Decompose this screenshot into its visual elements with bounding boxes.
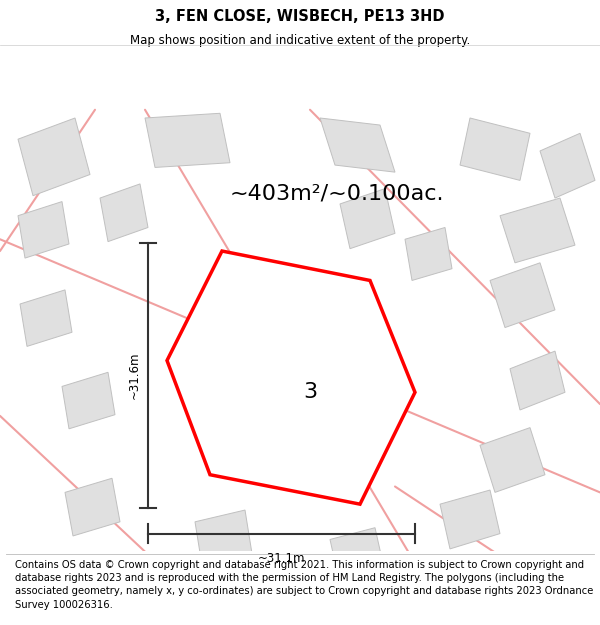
Polygon shape xyxy=(18,118,90,196)
Text: ~31.6m: ~31.6m xyxy=(128,351,140,399)
Text: ~31.1m: ~31.1m xyxy=(258,552,305,566)
Polygon shape xyxy=(540,133,595,198)
Text: 3, FEN CLOSE, WISBECH, PE13 3HD: 3, FEN CLOSE, WISBECH, PE13 3HD xyxy=(155,9,445,24)
Polygon shape xyxy=(18,202,69,258)
Polygon shape xyxy=(320,118,395,172)
Polygon shape xyxy=(330,528,385,584)
Polygon shape xyxy=(490,262,555,328)
Text: Map shows position and indicative extent of the property.: Map shows position and indicative extent… xyxy=(130,34,470,47)
Polygon shape xyxy=(100,184,148,242)
Text: Contains OS data © Crown copyright and database right 2021. This information is : Contains OS data © Crown copyright and d… xyxy=(15,560,593,610)
Polygon shape xyxy=(167,251,415,504)
Polygon shape xyxy=(440,490,500,549)
Text: ~403m²/~0.100ac.: ~403m²/~0.100ac. xyxy=(230,184,445,204)
Polygon shape xyxy=(405,228,452,281)
Polygon shape xyxy=(480,428,545,493)
Polygon shape xyxy=(195,510,252,566)
Polygon shape xyxy=(65,478,120,536)
Polygon shape xyxy=(340,189,395,249)
Text: 3: 3 xyxy=(303,382,317,402)
Polygon shape xyxy=(20,290,72,346)
Polygon shape xyxy=(500,198,575,262)
Text: Fen Close: Fen Close xyxy=(185,309,226,358)
Polygon shape xyxy=(510,351,565,410)
Polygon shape xyxy=(460,118,530,181)
Polygon shape xyxy=(145,113,230,168)
Polygon shape xyxy=(62,372,115,429)
